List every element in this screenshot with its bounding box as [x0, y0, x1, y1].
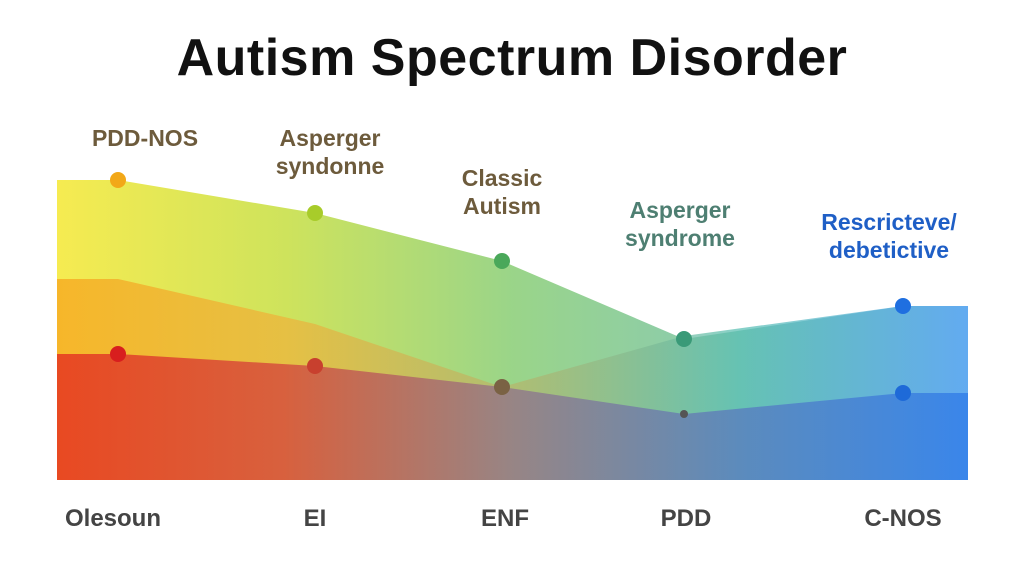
annotation-label: Classic Autism [462, 165, 543, 219]
data-point-marker [494, 379, 510, 395]
x-tick-label: Olesoun [65, 505, 161, 532]
data-point-marker [895, 298, 911, 314]
x-tick-label: PDD [661, 505, 712, 532]
annotation-layer: PDD-NOS Asperger syndonne Classic Autism Aspe… [92, 125, 957, 263]
x-tick-label: ENF [481, 505, 529, 532]
chart-title: Autism Spectrum Disorder [176, 29, 848, 87]
data-point-marker [895, 385, 911, 401]
x-tick-label: EI [304, 505, 327, 532]
x-axis-ticks: Olesoun EI ENF PDD C-NOS [65, 505, 942, 532]
data-point-marker [676, 331, 692, 347]
data-point-marker [110, 346, 126, 362]
x-tick-label: C-NOS [864, 505, 941, 532]
data-point-marker [307, 358, 323, 374]
data-point-marker [307, 205, 323, 221]
area-series-3 [57, 354, 968, 480]
annotation-label: Asperger syndrome [625, 197, 735, 251]
annotation-label: Asperger syndonne [276, 125, 385, 179]
area-layers [57, 180, 968, 480]
annotation-label: Rescricteve/debetictive [821, 209, 957, 263]
data-point-marker [110, 172, 126, 188]
annotation-label: PDD-NOS [92, 125, 198, 151]
data-point-marker [494, 253, 510, 269]
data-point-marker [680, 410, 688, 418]
marker-layer [110, 172, 911, 418]
